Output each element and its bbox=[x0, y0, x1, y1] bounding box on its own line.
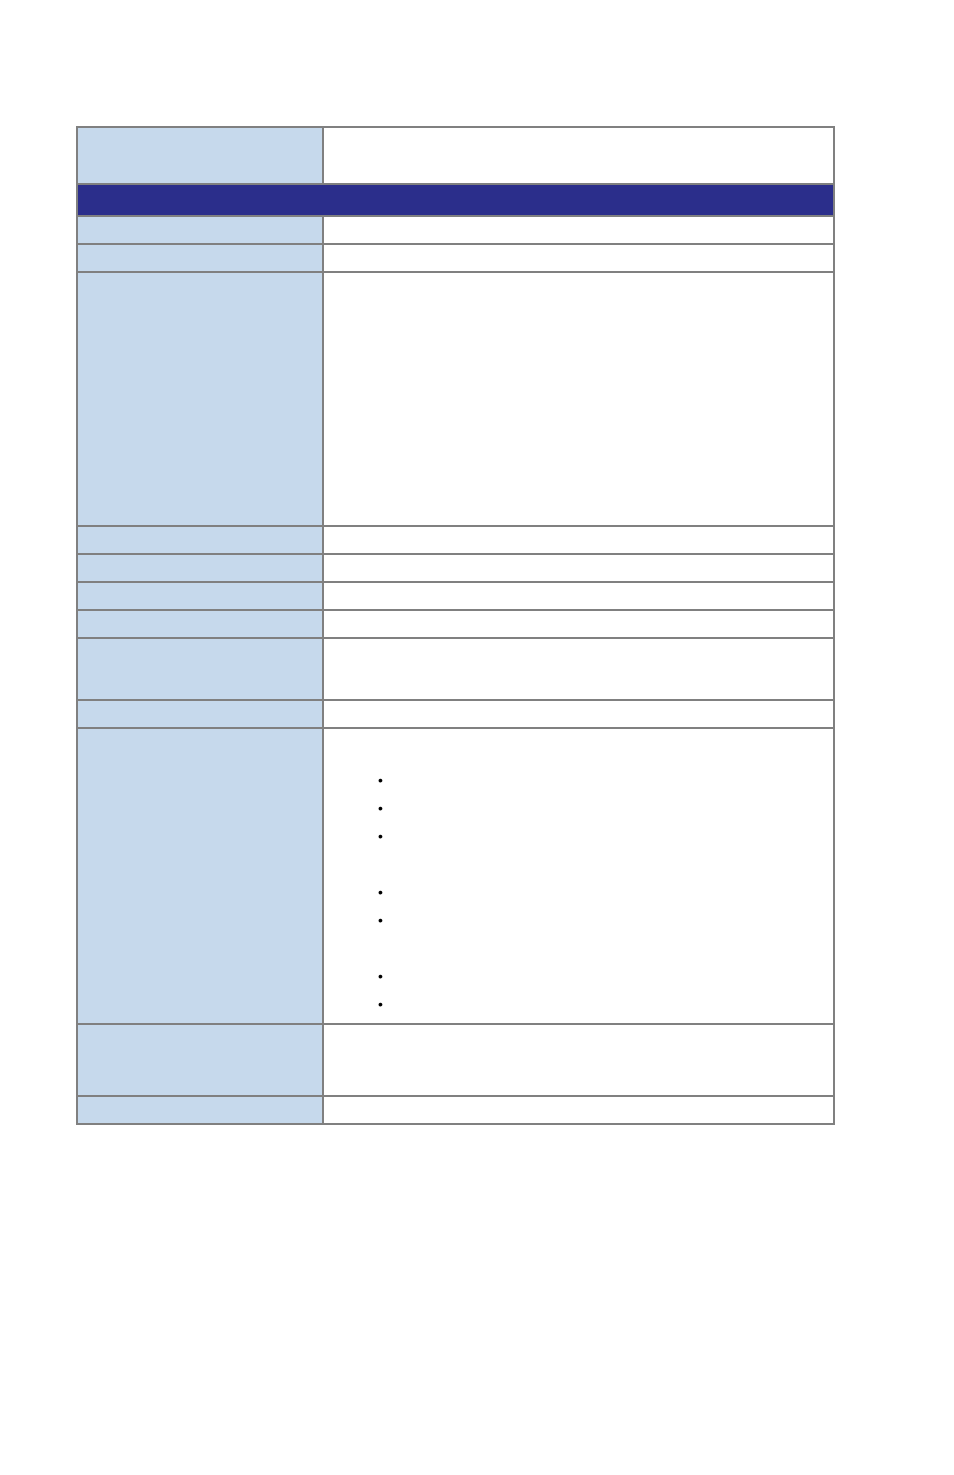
table-row bbox=[77, 582, 834, 610]
bullet-icon: • bbox=[378, 997, 383, 1011]
table-row bbox=[77, 272, 834, 526]
table-row bbox=[77, 526, 834, 554]
row-label-cell bbox=[77, 1024, 323, 1096]
row-label-cell bbox=[77, 638, 323, 700]
row-value-cell bbox=[323, 1024, 834, 1096]
row-label-cell bbox=[77, 526, 323, 554]
table-row bbox=[77, 638, 834, 700]
row-label-cell bbox=[77, 700, 323, 728]
row-value-cell bbox=[323, 582, 834, 610]
row-value-cell bbox=[323, 272, 834, 526]
table-row bbox=[77, 610, 834, 638]
bullet-icon: • bbox=[378, 969, 383, 983]
row-value-cell bbox=[323, 127, 834, 184]
table-row bbox=[77, 216, 834, 244]
table-row bbox=[77, 1096, 834, 1124]
row-label-cell bbox=[77, 554, 323, 582]
row-value-cell bbox=[323, 610, 834, 638]
table-row bbox=[77, 554, 834, 582]
form-table: • • • • • • • bbox=[76, 126, 835, 1125]
row-value-cell bbox=[323, 244, 834, 272]
table-row bbox=[77, 244, 834, 272]
bullet-icon: • bbox=[378, 773, 383, 787]
row-value-cell bbox=[323, 554, 834, 582]
row-label-cell bbox=[77, 610, 323, 638]
table-row: • • • • • • • bbox=[77, 728, 834, 1024]
row-value-cell bbox=[323, 1096, 834, 1124]
row-value-cell bbox=[323, 526, 834, 554]
row-label-cell bbox=[77, 244, 323, 272]
bullet-icon: • bbox=[378, 885, 383, 899]
row-value-cell bbox=[323, 700, 834, 728]
row-label-cell bbox=[77, 582, 323, 610]
bullet-icon: • bbox=[378, 829, 383, 843]
table-row bbox=[77, 700, 834, 728]
row-value-cell: • • • • • • • bbox=[323, 728, 834, 1024]
row-value-cell bbox=[323, 638, 834, 700]
page: • • • • • • • bbox=[0, 0, 954, 1475]
table-row bbox=[77, 1024, 834, 1096]
bullet-icon: • bbox=[378, 801, 383, 815]
bullet-icon: • bbox=[378, 913, 383, 927]
row-label-cell bbox=[77, 216, 323, 244]
row-label-cell bbox=[77, 272, 323, 526]
row-label-cell bbox=[77, 728, 323, 1024]
row-value-cell bbox=[323, 216, 834, 244]
table-row bbox=[77, 127, 834, 184]
section-header-band bbox=[77, 184, 834, 216]
row-label-cell bbox=[77, 1096, 323, 1124]
row-label-cell bbox=[77, 127, 323, 184]
